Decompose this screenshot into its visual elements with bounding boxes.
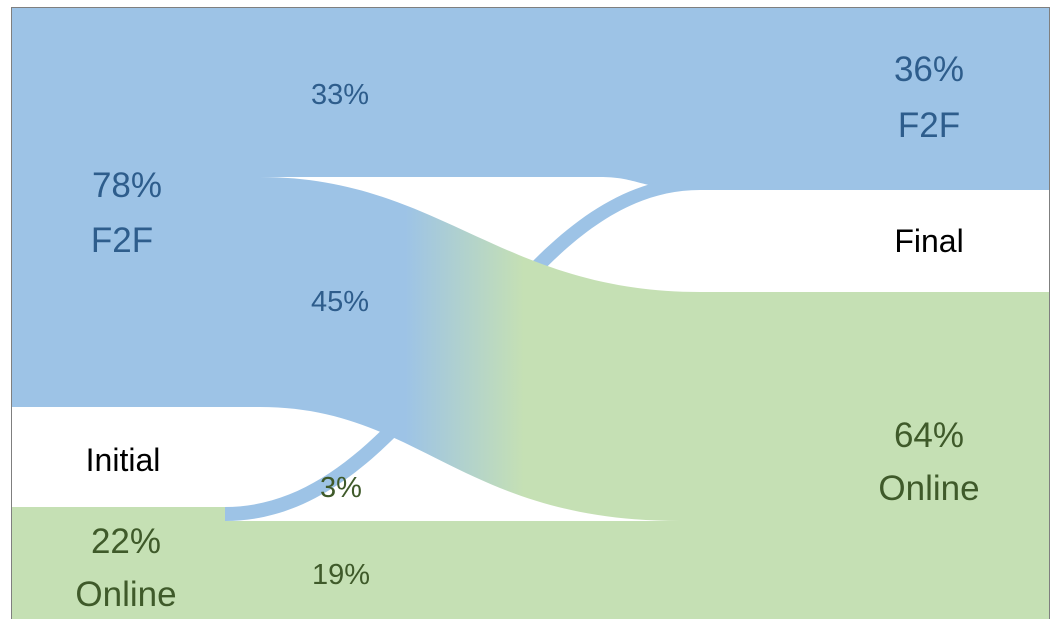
flow-label-online-to-online: 19% <box>312 559 370 591</box>
final-online-percent: 64% <box>894 416 964 455</box>
node-initial-f2f <box>12 177 260 407</box>
final-stage-label: Final <box>894 223 963 259</box>
flow-f2f-to-f2f <box>12 8 1050 190</box>
final-f2f-mode: F2F <box>898 106 960 145</box>
initial-f2f-percent: 78% <box>92 166 162 205</box>
initial-stage-label: Initial <box>86 442 161 478</box>
initial-f2f-mode: F2F <box>91 221 153 260</box>
flow-f2f-to-online <box>260 177 700 521</box>
flow-label-f2f-to-f2f: 33% <box>311 79 369 111</box>
initial-online-percent: 22% <box>91 522 161 561</box>
flow-label-online-to-f2f: 3% <box>320 472 362 504</box>
initial-online-mode: Online <box>75 575 176 614</box>
flow-online-to-online <box>12 507 700 619</box>
flow-label-f2f-to-online: 45% <box>311 286 369 318</box>
final-f2f-percent: 36% <box>894 50 964 89</box>
final-online-mode: Online <box>878 469 979 508</box>
node-final-online <box>700 292 1050 619</box>
